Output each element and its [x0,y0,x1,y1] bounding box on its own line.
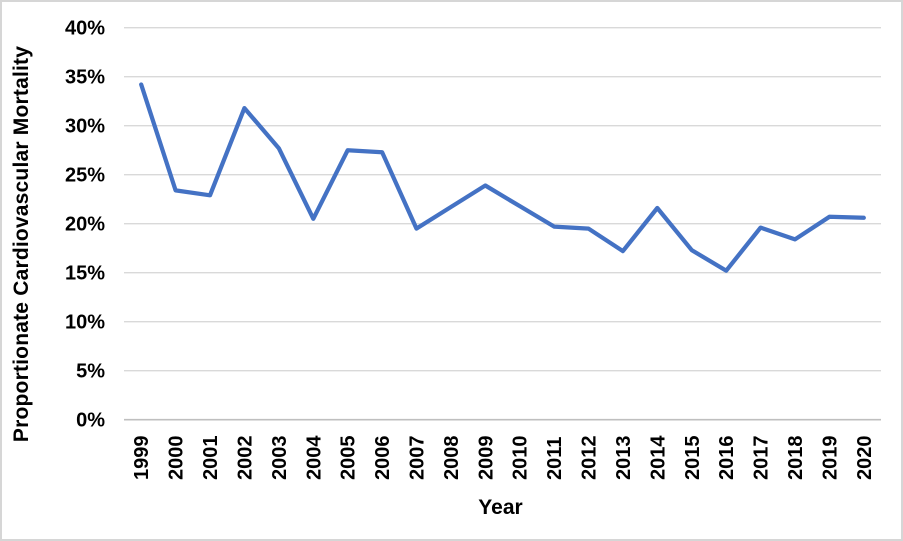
y-tick-label: 35% [65,67,105,89]
x-tick-label: 2018 [785,436,807,481]
x-tick-label: 2020 [854,436,876,481]
x-axis-tick-labels: 1999 2000 2001 2002 2003 2004 2005 2006 2007 2008… [131,435,876,480]
x-tick-label: 2001 [200,436,222,481]
x-tick-label: 2004 [303,435,325,480]
y-axis-title: Proportionate Cardiovascular Mortality [10,45,33,443]
gridlines-group [124,27,881,372]
y-tick-label: 40% [65,18,105,40]
x-tick-label: 2014 [647,435,669,480]
x-tick-label: 2012 [579,436,601,481]
x-tick-label: 2002 [234,436,256,481]
x-tick-label: 2017 [751,436,773,481]
y-tick-label: 15% [65,263,105,285]
y-tick-label: 20% [65,214,105,236]
x-tick-label: 2006 [372,436,394,481]
x-tick-label: 2005 [338,436,360,481]
x-tick-label: 2003 [269,436,291,481]
y-tick-label: 10% [65,312,105,334]
x-tick-label: 2015 [682,436,704,481]
x-tick-label: 2008 [441,436,463,481]
x-tick-label: 2010 [510,436,532,481]
x-tick-label: 2013 [613,436,635,481]
x-tick-label: 2016 [716,436,738,481]
x-tick-label: 2007 [406,436,428,481]
y-tick-label: 30% [65,116,105,138]
x-axis-title: Year [478,496,523,519]
y-tick-label: 5% [76,361,105,383]
y-tick-label: 25% [65,165,105,187]
x-tick-label: 2009 [475,436,497,481]
x-tick-label: 1999 [131,436,153,481]
x-tick-label: 2019 [819,436,841,481]
y-tick-label: 0% [76,410,105,432]
series-line [139,82,866,273]
x-tick-label: 2000 [166,436,188,481]
x-tick-label: 2011 [544,437,566,480]
y-axis-tick-labels: 0% 5% 10% 15% 20% 25% 30% 35% 40% [65,18,105,432]
